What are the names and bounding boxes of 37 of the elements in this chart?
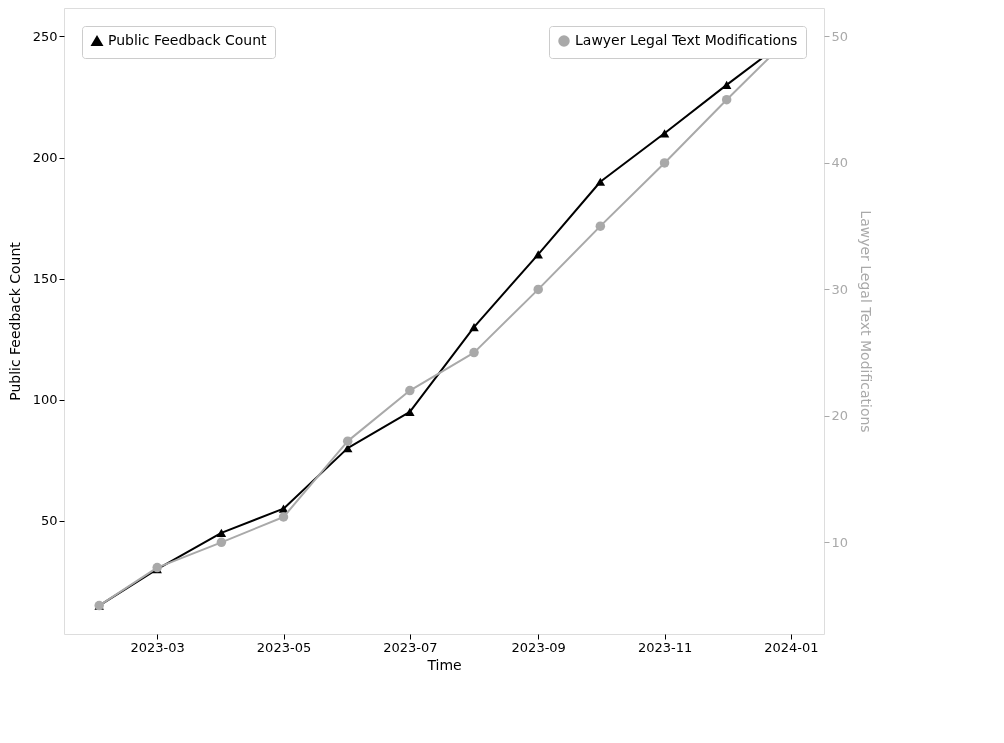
y2-axis-title: Lawyer Legal Text Modifications — [858, 210, 875, 433]
point — [405, 407, 415, 416]
y2-tick-label: 50 — [831, 28, 849, 44]
point — [595, 221, 606, 231]
y-tick-label: 100 — [32, 392, 58, 408]
point — [533, 250, 543, 259]
x-axis-title: Time — [426, 656, 462, 673]
y-tick-label: 200 — [32, 150, 58, 166]
x-tick-label: 2023-09 — [511, 639, 566, 655]
y2-tick-label: 30 — [831, 281, 849, 297]
point — [469, 347, 479, 358]
x-tick-label: 2023-11 — [637, 639, 693, 655]
x-tick-label: 2023-05 — [256, 639, 312, 655]
point — [216, 528, 227, 537]
point — [659, 158, 670, 168]
y-tick-label: 150 — [32, 271, 58, 287]
x-tick-label: 2023-07 — [383, 639, 438, 655]
y-tick-label: 250 — [32, 28, 58, 44]
y2-tick-label: 10 — [831, 534, 849, 550]
y2-tick-label: 20 — [831, 408, 849, 424]
point — [659, 129, 670, 138]
point — [595, 177, 606, 186]
legend-label: Public Feedback Count — [108, 32, 268, 48]
x-tick-label: 2024-01 — [764, 639, 819, 655]
point — [721, 94, 732, 105]
y2-tick-label: 40 — [831, 155, 849, 171]
point — [278, 504, 289, 513]
y-tick-label: 50 — [40, 513, 58, 529]
point — [216, 537, 227, 548]
legend-label: Lawyer Legal Text Modifications — [575, 32, 798, 48]
point — [405, 385, 415, 396]
point — [533, 284, 543, 295]
point — [278, 512, 289, 522]
x-tick-label: 2023-03 — [130, 639, 185, 655]
point — [342, 436, 353, 446]
point — [469, 322, 479, 332]
y-axis-title: Public Feedback Count — [6, 241, 23, 401]
